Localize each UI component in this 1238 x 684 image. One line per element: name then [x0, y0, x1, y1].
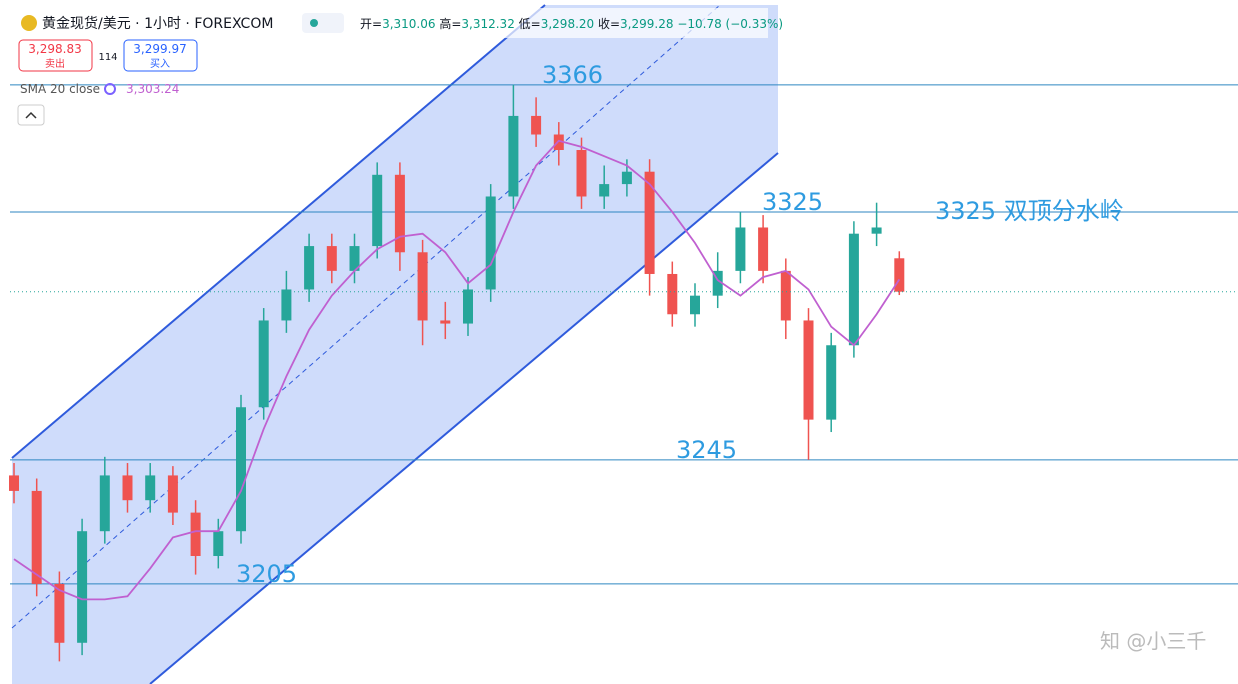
candle-body — [644, 171, 655, 274]
candle-body — [167, 475, 178, 513]
status-dot — [310, 19, 318, 27]
sell-label: 卖出 — [45, 57, 65, 70]
annotation: 3325 双顶分水岭 — [935, 197, 1124, 225]
candle-body — [31, 490, 42, 584]
candle-body — [508, 115, 519, 197]
symbol-icon — [21, 15, 37, 31]
candle-body — [190, 512, 201, 557]
candle-body — [871, 227, 882, 234]
candle-body — [394, 174, 405, 253]
spread: 114 — [98, 52, 117, 63]
collapse-icon — [25, 111, 37, 119]
candle-body — [99, 475, 110, 532]
candle-body — [485, 196, 496, 290]
candle-body — [667, 273, 678, 315]
level-label: 3366 — [542, 61, 603, 89]
candle-body — [735, 227, 746, 271]
channel-upper — [11, 4, 546, 459]
level-label: 3325 — [762, 188, 823, 216]
candle-body — [145, 475, 156, 501]
channel-lower — [149, 152, 779, 684]
candle-body — [77, 531, 88, 643]
candle-body — [304, 246, 315, 290]
status[interactable] — [302, 13, 344, 33]
sma-label: SMA 20 close — [20, 82, 100, 96]
channel-mid — [11, 4, 721, 629]
candle-body — [281, 289, 292, 321]
sma-line — [13, 139, 901, 601]
candle-body — [553, 134, 564, 151]
candle-body — [894, 258, 905, 292]
candle-body — [712, 270, 723, 296]
candle-body — [54, 583, 65, 643]
buy-price: 3,299.97 — [133, 42, 186, 56]
candle-body — [848, 233, 859, 346]
ohlc: 开=3,310.06 高=3,312.32 低=3,298.20 收=3,299… — [360, 16, 783, 31]
header-bg — [10, 8, 768, 38]
buy-label: 买入 — [150, 58, 170, 70]
candle-body — [780, 270, 791, 321]
candle-body — [326, 246, 337, 271]
sell-price: 3,298.83 — [28, 42, 81, 56]
candle-body — [417, 252, 428, 321]
candle-body — [826, 345, 837, 420]
candle-body — [463, 289, 473, 324]
candle-body — [803, 320, 814, 420]
candle-body — [372, 174, 383, 247]
level-label: 3245 — [676, 436, 737, 464]
candle-body — [621, 171, 632, 185]
sma-value: 3,303.24 — [126, 82, 179, 96]
sma-icon — [104, 83, 116, 95]
candle-body — [9, 475, 19, 491]
candle-body — [576, 150, 587, 197]
candle-body — [122, 475, 133, 501]
watermark: 知 @小三千 — [1100, 629, 1206, 653]
candle-body — [440, 320, 451, 324]
candle-body — [599, 184, 610, 197]
level-label: 3205 — [236, 560, 297, 588]
sell-button[interactable] — [18, 39, 93, 72]
candle-body — [236, 407, 246, 532]
channel-fill — [12, 5, 778, 684]
symbol: 黄金现货/美元 · 1小时 · FOREXCOM — [42, 15, 273, 32]
collapse-button[interactable] — [17, 104, 45, 126]
candle-body — [213, 531, 224, 557]
candle-body — [349, 246, 360, 271]
candle-body — [258, 320, 269, 408]
candle-body — [690, 295, 700, 315]
buy-button[interactable] — [123, 39, 198, 72]
candle-body — [531, 115, 542, 135]
candle-body — [758, 227, 769, 271]
